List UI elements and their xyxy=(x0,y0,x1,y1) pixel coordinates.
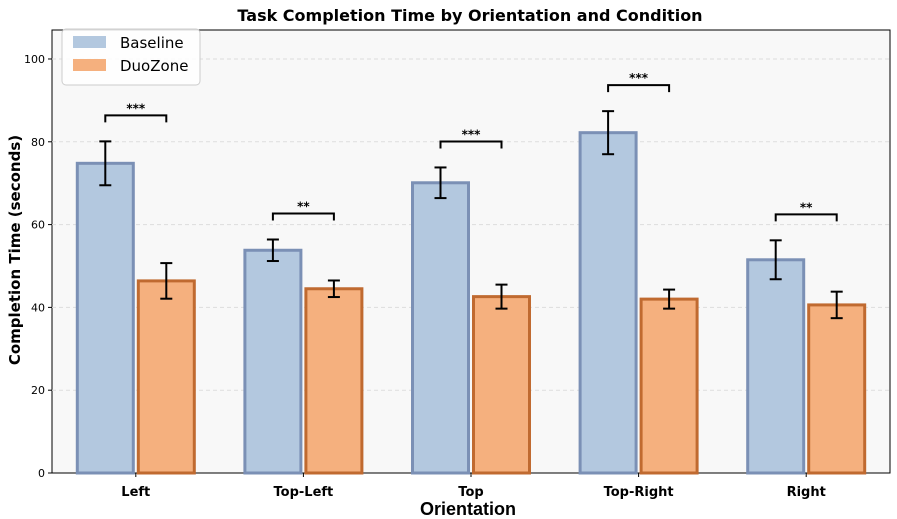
bar-duozone-left xyxy=(136,279,196,475)
x-tick-label: Left xyxy=(121,485,150,500)
significance-label: *** xyxy=(629,71,649,85)
y-tick-label: 100 xyxy=(24,53,45,66)
x-tick-label: Top xyxy=(458,485,483,500)
significance-bracket xyxy=(439,140,503,149)
chart-title: Task Completion Time by Orientation and … xyxy=(237,6,702,25)
bar-baseline-top-right xyxy=(578,131,638,475)
significance-label: *** xyxy=(462,127,482,141)
significance-label: *** xyxy=(126,101,146,115)
y-tick-label: 0 xyxy=(38,467,45,480)
bar-duozone-top-right xyxy=(639,297,699,475)
significance-bracket xyxy=(774,213,838,222)
bar-baseline-left xyxy=(75,161,135,475)
legend: Baseline DuoZone xyxy=(61,28,201,86)
legend-label-baseline: Baseline xyxy=(120,34,184,52)
significance-label: ** xyxy=(297,199,310,213)
x-tick-label: Right xyxy=(787,485,826,500)
legend-swatch-baseline xyxy=(73,36,106,48)
significance-brackets: ************* xyxy=(104,71,838,222)
error-bars xyxy=(99,110,843,320)
significance-bracket xyxy=(271,212,335,221)
x-tick-label: Top-Left xyxy=(274,485,334,500)
significance-bracket xyxy=(607,84,671,93)
legend-label-duozone: DuoZone xyxy=(120,57,188,75)
y-tick-label: 40 xyxy=(31,301,45,314)
significance-bracket xyxy=(104,114,168,123)
y-tick-label: 20 xyxy=(31,384,45,397)
bar-baseline-top xyxy=(411,181,470,475)
x-axis-ticks: Left Top-Left Top Top-Right Right xyxy=(121,473,826,500)
bar-duozone-top-left xyxy=(304,287,364,475)
y-tick-label: 60 xyxy=(31,219,45,232)
y-tick-label: 80 xyxy=(31,136,45,149)
y-axis-label: Completion Time (seconds) xyxy=(6,135,24,365)
bar-duozone-top xyxy=(472,295,531,475)
bar-baseline-right xyxy=(746,258,806,475)
bar-duozone-right xyxy=(807,303,867,475)
bar-baseline-top-left xyxy=(243,248,303,475)
x-tick-label: Top-Right xyxy=(604,485,674,500)
y-axis-ticks: 0 20 40 60 80 100 xyxy=(24,53,52,480)
x-axis-label: Orientation xyxy=(420,499,516,519)
significance-label: ** xyxy=(800,200,813,214)
legend-swatch-duozone xyxy=(73,59,106,71)
